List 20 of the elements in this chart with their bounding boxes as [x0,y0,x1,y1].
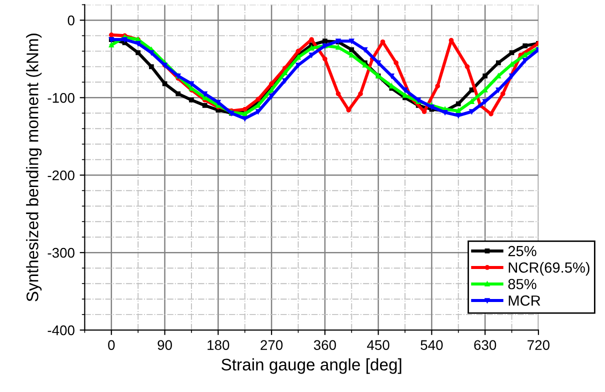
x-tick-label: 450 [367,340,390,350]
legend-label: MCR [508,295,540,306]
y-tick-label: -200 [48,170,74,180]
x-axis-title: Strain gauge angle [deg] [222,358,402,374]
y-axis-title: Synthesized bending moment (kNm) [26,34,42,302]
x-tick-label: 720 [528,340,550,350]
y-tick-label: -100 [48,93,74,103]
y-tick-label: -400 [48,325,74,336]
x-tick-label: 630 [474,340,496,350]
legend-label: 85% [508,278,536,290]
legend-label: NCR(69.5%) [508,262,590,276]
x-tick-label: 0 [108,340,115,350]
y-tick-label: -300 [48,248,74,258]
legend-label: 25% [508,246,536,256]
x-tick-label: 360 [314,340,336,350]
x-tick-label: 90 [158,340,172,350]
x-tick-label: 270 [260,340,283,350]
y-tick-label: 0 [68,16,74,26]
x-tick-label: 180 [208,340,230,350]
x-tick-label: 540 [420,340,443,350]
